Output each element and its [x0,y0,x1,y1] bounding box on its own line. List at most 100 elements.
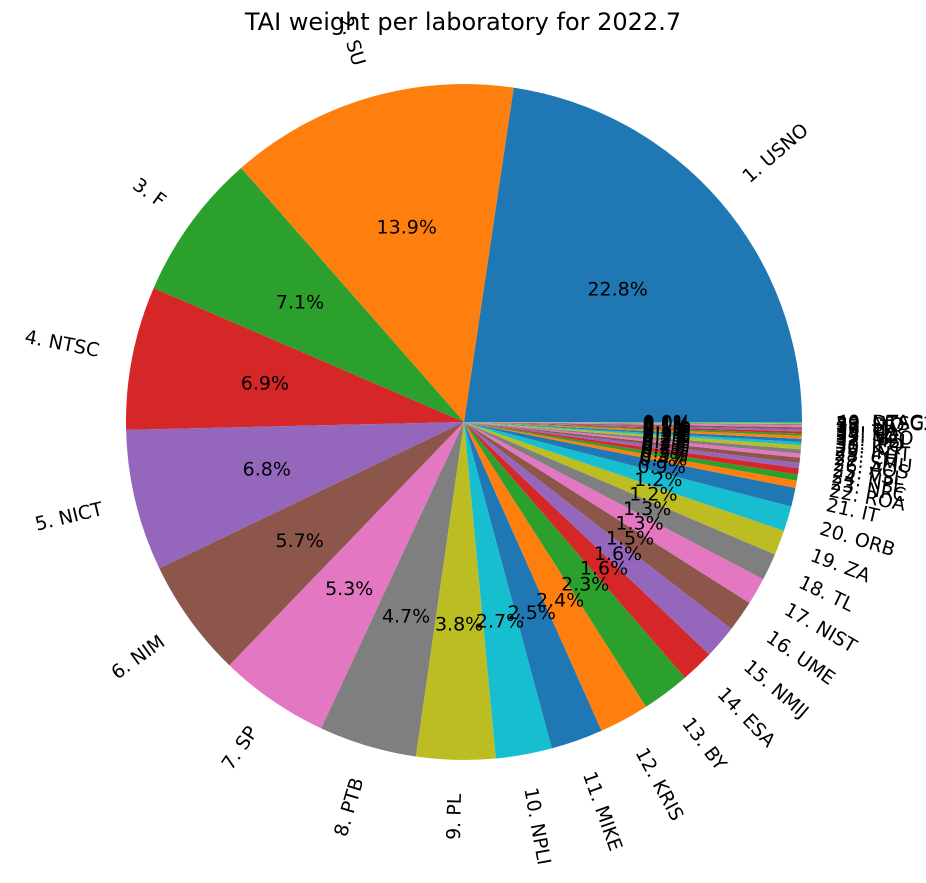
pie-slice-ntsc [125,288,464,430]
pie-slice-ch [464,422,801,454]
pie-category-label: 40. DTAG [836,412,924,434]
pie-slice-vsl [464,422,800,469]
pie-category-label: 6. NIM [107,631,169,684]
pie-percent-label: 0.3% [640,444,688,466]
pie-slice-lt [464,422,802,428]
pie-category-label: 5. NICT [33,498,105,536]
pie-slice-nmij [464,422,732,655]
pie-slice-sg [464,422,802,434]
pie-percent-label: 0.0% [643,412,691,434]
pie-slice-f [153,167,464,422]
pie-percent-label: 0.1% [642,422,690,444]
pie-percent-label: 0.1% [643,419,691,441]
pie-slice-nict [126,422,464,569]
pie-category-label: 3. F [128,174,169,212]
pie-category-label: 32. MSL [835,428,912,453]
pie-slice-nao [464,422,802,436]
pie-category-label: 13. BY [677,714,731,775]
pie-category-label: 12. KRIS [631,744,688,825]
pie-category-label: 34. SG [835,423,899,447]
pie-category-label: 9. PL [443,793,466,840]
pie-slice-ume [464,422,750,629]
pie-category-label: 31. IPQ [835,431,904,457]
pie-percent-label: 6.8% [243,458,291,480]
pie-category-label: 4. NTSC [23,326,101,362]
pie-percent-label: 1.3% [623,498,671,520]
pie-percent-label: 0.2% [642,431,690,453]
pie-slice-mike [464,422,602,749]
pie-percent-label: 4.7% [382,605,430,627]
pie-slice-tp [464,422,802,432]
pie-percent-label: 0.1% [642,420,690,442]
pie-slice-kz [464,422,802,446]
pie-percent-label: 22.8% [587,279,647,301]
pie-percent-label: 0.1% [642,424,690,446]
pie-slice-ptb [321,422,464,757]
pie-percent-label: 0.1% [643,415,691,437]
pie-slice-npli [464,422,552,759]
pie-slice-ntsc2 [464,422,802,425]
pie-percent-label: 1.2% [634,469,682,491]
pie-percent-label: 3.8% [435,614,483,636]
pie-category-label: 35. TP [835,420,895,443]
pie-percent-label: 7.1% [276,292,324,314]
pie-slice-inti [464,422,802,450]
pie-percent-label: 1.6% [580,558,628,580]
pie-slice-it [464,422,796,507]
pie-percent-label: 5.7% [275,530,323,552]
pie-category-label: 10. NPLI [519,786,555,867]
pie-slice-dtag [464,422,803,424]
pie-percent-label: 0.0% [643,411,691,433]
pie-slice-ua [464,422,802,430]
pie-slice-za [464,422,785,555]
pie-slice-roa [464,422,797,489]
pie-percent-label: 2.7% [476,611,524,633]
pie-percent-label: 0.4% [639,448,687,470]
pie-slice-nrc [464,422,798,481]
pie-category-label: 7. SP [218,722,263,774]
pie-category-label: 33. NAO [835,425,914,450]
pie-percent-label: 0.2% [642,429,690,451]
pie-category-label: 36. UA [836,418,900,441]
pie-percent-label: 2.4% [536,590,584,612]
pie-category-label: 11. MIKE [578,769,626,854]
pie-percent-label: 0.1% [643,414,691,436]
pie-percent-label: 0.2% [641,434,689,456]
pie-percent-label: 0.3% [640,441,688,463]
pie-percent-label: 0.0% [643,413,691,435]
pie-category-label: 38. SIQ [836,414,905,437]
pie-slice-by [464,422,685,707]
pie-slice-su [241,84,514,422]
pie-slice-nim [159,422,464,666]
pie-percent-label: 0.9% [638,456,686,478]
pie-percent-label: 1.5% [606,527,654,549]
pie-percent-label: 2.3% [561,574,609,596]
pie-slice-sp [229,422,464,729]
pie-category-label: 30. KZ [834,435,897,461]
pie-category-label: 39. NTSC2 [836,413,926,435]
pie-slice-aos [464,422,801,464]
chart-title: TAI weight per laboratory for 2022.7 [244,8,682,36]
pie-slice-esa [464,422,710,678]
pie-percent-labels: 22.8%13.9%7.1%6.9%6.8%5.7%5.3%4.7% 3.8%2.… [241,216,691,635]
pie-slices [125,84,803,760]
pie-category-label: 8. PTB [330,775,368,839]
pie-slice-usno [464,87,802,423]
pie-percent-label: 0.1% [643,417,691,439]
pie-slice-kris [464,422,647,731]
pie-slice-orb [464,422,792,531]
pie-percent-label: 1.2% [629,483,677,505]
pie-slice-npl [464,422,799,475]
pie-slice-pl [415,422,496,760]
pie-percent-label: 1.3% [615,513,663,535]
pie-category-label: 37. LT [836,416,892,439]
pie-slice-msl [464,422,802,439]
pie-percent-label: 0.1% [643,416,691,438]
pie-category-label: 29. INTI [834,439,909,466]
pie-slice-smu [464,422,801,458]
pie-percent-label: 13.9% [377,216,437,238]
pie-category-label: 1. USNO [738,119,812,187]
pie-percent-label: 6.9% [241,372,289,394]
